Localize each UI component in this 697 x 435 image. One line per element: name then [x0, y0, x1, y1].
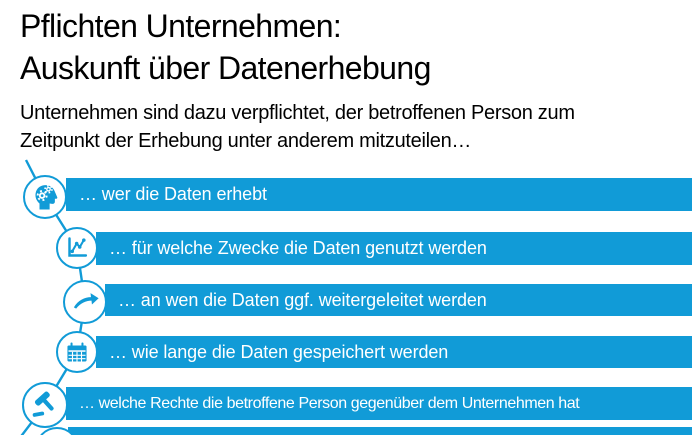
item-bar: … welche Rechte die betroffene Person ge… — [66, 387, 692, 420]
arrow-right-icon — [63, 280, 107, 324]
item-bar: … wer die Daten erhebt — [66, 178, 692, 211]
item-label: … für welche Zwecke die Daten genutzt we… — [109, 238, 487, 258]
item-bar: … für welche Zwecke die Daten genutzt we… — [96, 232, 692, 265]
line-chart-icon — [56, 227, 98, 269]
item-label: … wie lange die Daten gespeichert werden — [109, 341, 449, 362]
item-label: … wer die Daten erhebt — [79, 184, 267, 204]
item-bar: … wie lange die Daten gespeichert werden — [96, 336, 692, 368]
gavel-icon — [22, 382, 68, 428]
page-title: Pflichten Unternehmen: Auskunft über Dat… — [20, 8, 431, 86]
thinking-head-gears-icon — [23, 175, 67, 219]
calendar-icon — [56, 331, 98, 373]
intro-text: Unternehmen sind dazu verpflichtet, der … — [20, 102, 575, 152]
item-label: … an wen die Daten ggf. weitergeleitet w… — [118, 289, 487, 310]
item-bar: … an wen die Daten ggf. weitergeleitet w… — [105, 284, 692, 316]
item-bar-partial — [68, 427, 692, 435]
item-label: … welche Rechte die betroffene Person ge… — [79, 394, 580, 412]
